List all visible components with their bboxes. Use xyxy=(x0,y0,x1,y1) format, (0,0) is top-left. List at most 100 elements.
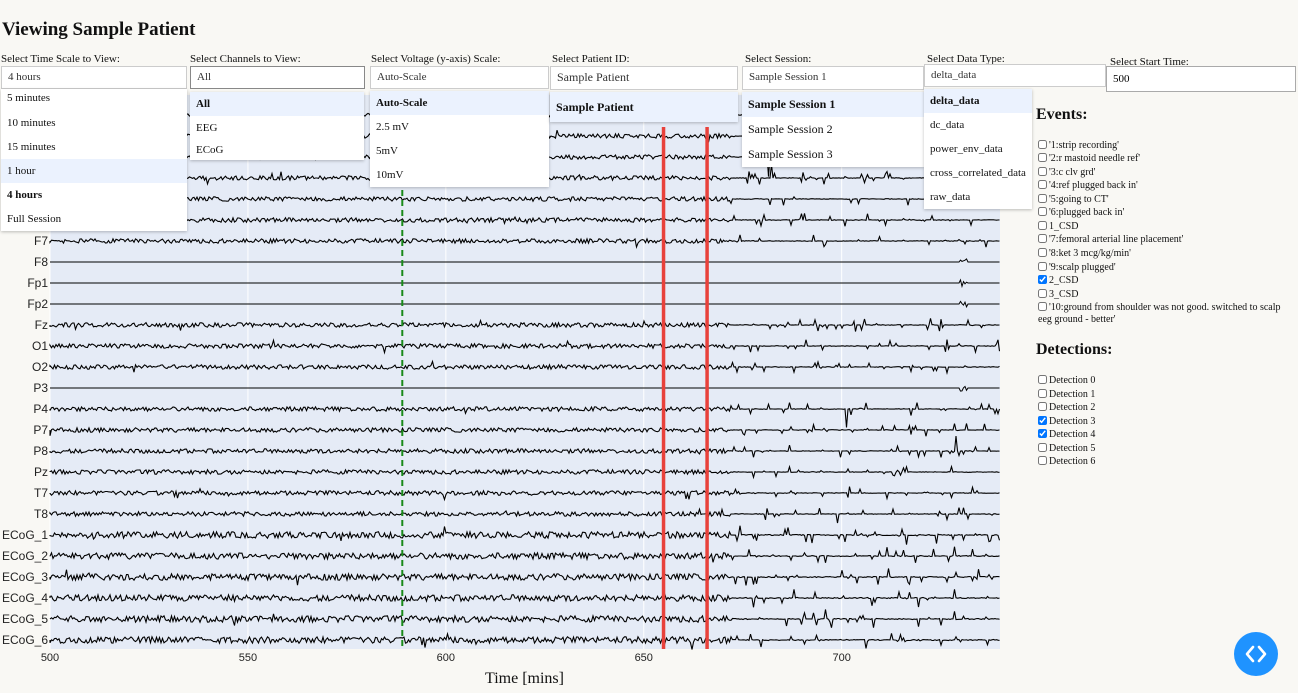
data-type-option[interactable]: power_env_data xyxy=(930,143,1003,155)
time-scale-select[interactable]: 4 hours xyxy=(1,66,187,89)
event-checkbox[interactable] xyxy=(1038,302,1047,311)
detection-checkbox[interactable] xyxy=(1038,375,1047,384)
time-scale-option[interactable]: 15 minutes xyxy=(7,141,56,153)
event-row[interactable]: '7:femoral arterial line placement' xyxy=(1038,234,1288,246)
detection-row[interactable]: Detection 4 xyxy=(1038,429,1288,441)
channel-trace xyxy=(49,234,1000,250)
detection-checkbox[interactable] xyxy=(1038,416,1047,425)
channel-label: O1 xyxy=(32,339,48,353)
event-row[interactable]: '1:strip recording' xyxy=(1038,140,1288,152)
event-checkbox[interactable] xyxy=(1038,248,1047,257)
time-scale-option[interactable]: 10 minutes xyxy=(7,117,56,129)
event-label: '1:strip recording' xyxy=(1049,140,1119,151)
event-label: 2_CSD xyxy=(1049,275,1079,286)
event-label: '7:femoral arterial line placement' xyxy=(1049,234,1184,245)
data-type-option[interactable]: delta_data xyxy=(924,89,1032,113)
event-checkbox[interactable] xyxy=(1038,153,1047,162)
detection-row[interactable]: Detection 2 xyxy=(1038,402,1288,414)
channel-label: P7 xyxy=(33,423,48,437)
channels-option[interactable]: ECoG xyxy=(196,144,224,156)
channels-select[interactable]: All xyxy=(190,66,365,89)
event-checkbox[interactable] xyxy=(1038,167,1047,176)
detection-row[interactable]: Detection 0 xyxy=(1038,375,1288,387)
event-checkbox[interactable] xyxy=(1038,207,1047,216)
channel-label: ECoG_1 xyxy=(2,528,48,542)
event-checkbox[interactable] xyxy=(1038,221,1047,230)
event-row[interactable]: 1_CSD xyxy=(1038,221,1288,233)
event-checkbox[interactable] xyxy=(1038,140,1047,149)
event-label: '6:plugged back in' xyxy=(1049,207,1125,218)
patient-select[interactable]: Sample Patient xyxy=(550,66,738,90)
time-scale-option[interactable]: 5 minutes xyxy=(7,92,51,104)
data-type-select[interactable]: delta_data xyxy=(924,64,1106,87)
session-label: Select Session: xyxy=(745,53,812,65)
detection-row[interactable]: Detection 1 xyxy=(1038,389,1288,401)
time-scale-option[interactable]: Full Session xyxy=(7,213,62,225)
event-label: '8:ket 3 mcg/kg/min' xyxy=(1049,248,1131,259)
channel-trace xyxy=(49,359,1000,375)
event-row[interactable]: 3_CSD xyxy=(1038,289,1288,301)
patient-option[interactable]: Sample Patient xyxy=(550,92,738,122)
event-row[interactable]: '9:scalp plugged' xyxy=(1038,262,1288,274)
channel-trace xyxy=(49,609,1000,628)
event-row[interactable]: '3:c clv grd' xyxy=(1038,167,1288,179)
voltage-option[interactable]: Auto-Scale xyxy=(370,91,549,115)
data-type-option[interactable]: raw_data xyxy=(930,191,971,203)
event-checkbox[interactable] xyxy=(1038,262,1047,271)
session-option[interactable]: Sample Session 3 xyxy=(748,147,833,161)
event-checkbox[interactable] xyxy=(1038,289,1047,298)
time-scale-option[interactable]: 1 hour xyxy=(1,159,187,183)
detection-checkbox[interactable] xyxy=(1038,429,1047,438)
events-title: Events: xyxy=(1036,106,1088,123)
x-tick-label: 500 xyxy=(41,652,59,664)
detection-label: Detection 2 xyxy=(1049,402,1096,413)
event-row[interactable]: '5:going to CT' xyxy=(1038,194,1288,206)
detection-checkbox[interactable] xyxy=(1038,456,1047,465)
detection-checkbox[interactable] xyxy=(1038,443,1047,452)
patient-menu: Sample Patient xyxy=(550,92,738,122)
voltage-option[interactable]: 5mV xyxy=(376,145,398,157)
channel-trace xyxy=(50,385,1000,392)
channels-option[interactable]: EEG xyxy=(196,122,218,134)
channel-trace xyxy=(49,485,1000,502)
event-row[interactable]: 2_CSD xyxy=(1038,275,1288,287)
voltage-menu: Auto-Scale 2.5 mV 5mV 10mV xyxy=(370,91,549,187)
event-row[interactable]: '10:ground from shoulder was not good. s… xyxy=(1038,302,1288,326)
detection-row[interactable]: Detection 3 xyxy=(1038,416,1288,428)
code-toggle-button[interactable] xyxy=(1234,632,1278,676)
channels-option[interactable]: All xyxy=(190,92,364,116)
event-checkbox[interactable] xyxy=(1038,234,1047,243)
event-row[interactable]: '6:plugged back in' xyxy=(1038,207,1288,219)
event-label: '2:r mastoid needle ref' xyxy=(1049,153,1141,164)
detection-label: Detection 6 xyxy=(1049,456,1096,467)
detection-checkbox[interactable] xyxy=(1038,402,1047,411)
voltage-select[interactable]: Auto-Scale xyxy=(370,66,549,89)
event-checkbox[interactable] xyxy=(1038,275,1047,284)
voltage-option[interactable]: 10mV xyxy=(376,169,404,181)
event-row[interactable]: '4:ref plugged back in' xyxy=(1038,180,1288,192)
voltage-option[interactable]: 2.5 mV xyxy=(376,121,409,133)
channel-label: ECoG_3 xyxy=(2,570,48,584)
eeg-chart: F7 F8 Fp1 Fp2 Fz O1 O2 P3 P4 P7 P8 Pz T7 T8 ECoG_1 ECoG… xyxy=(2,95,1001,664)
session-select[interactable]: Sample Session 1 xyxy=(742,66,924,90)
data-type-option[interactable]: dc_data xyxy=(930,119,965,131)
channel-trace xyxy=(49,631,1000,650)
start-time-input[interactable]: 500 xyxy=(1106,66,1296,92)
detection-row[interactable]: Detection 6 xyxy=(1038,456,1288,468)
event-checkbox[interactable] xyxy=(1038,194,1047,203)
time-scale-option[interactable]: 4 hours xyxy=(7,189,43,201)
event-row[interactable]: '2:r mastoid needle ref' xyxy=(1038,153,1288,165)
session-option[interactable]: Sample Session 1 xyxy=(742,92,924,117)
session-option[interactable]: Sample Session 2 xyxy=(748,122,833,136)
detection-label: Detection 3 xyxy=(1049,416,1096,427)
detection-checkbox[interactable] xyxy=(1038,389,1047,398)
data-type-option[interactable]: cross_correlated_data xyxy=(930,167,1026,179)
event-checkbox[interactable] xyxy=(1038,180,1047,189)
channel-trace xyxy=(50,258,1000,263)
x-tick-label: 550 xyxy=(239,652,257,664)
channel-trace xyxy=(49,402,1001,428)
detection-row[interactable]: Detection 5 xyxy=(1038,443,1288,455)
event-row[interactable]: '8:ket 3 mcg/kg/min' xyxy=(1038,248,1288,260)
data-type-menu: delta_data dc_data power_env_data cross_… xyxy=(924,89,1032,209)
x-tick-label: 700 xyxy=(832,652,850,664)
